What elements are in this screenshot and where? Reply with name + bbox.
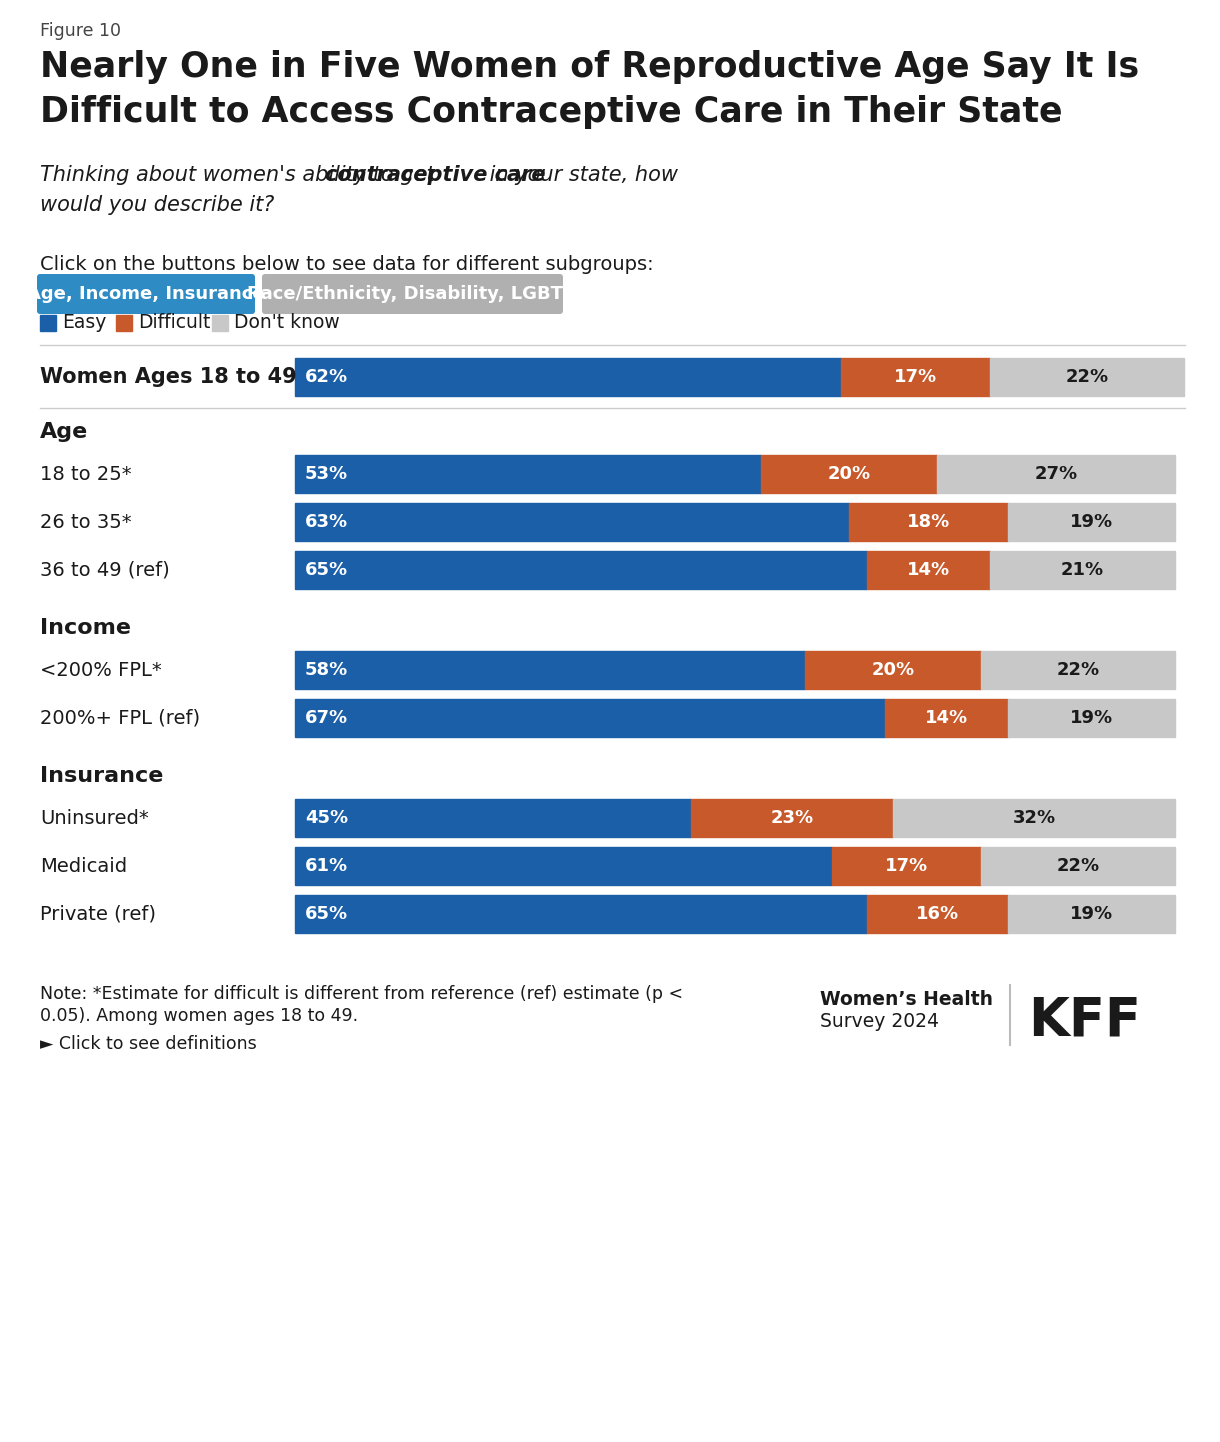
Text: Uninsured*: Uninsured*	[40, 809, 149, 828]
Bar	[295, 699, 884, 737]
FancyBboxPatch shape	[262, 274, 562, 314]
Text: 62%: 62%	[305, 368, 348, 386]
Bar	[841, 358, 991, 397]
Bar	[295, 456, 761, 493]
Text: Click on the buttons below to see data for different subgroups:: Click on the buttons below to see data f…	[40, 255, 654, 274]
Text: 22%: 22%	[1065, 368, 1109, 386]
Bar	[981, 650, 1175, 689]
Text: 63%: 63%	[305, 513, 348, 531]
Text: KFF: KFF	[1028, 995, 1141, 1047]
Bar	[295, 846, 832, 885]
Bar	[212, 314, 228, 332]
Bar	[295, 551, 867, 588]
Text: Difficult: Difficult	[138, 313, 210, 333]
Text: 65%: 65%	[305, 906, 348, 923]
Text: 53%: 53%	[305, 464, 348, 483]
Text: Income: Income	[40, 619, 131, 637]
Text: 16%: 16%	[916, 906, 959, 923]
Bar	[832, 846, 981, 885]
Bar	[805, 650, 981, 689]
Text: 67%: 67%	[305, 709, 348, 727]
Text: 19%: 19%	[1070, 906, 1113, 923]
Text: <200% FPL*: <200% FPL*	[40, 660, 162, 679]
Text: 36 to 49 (ref): 36 to 49 (ref)	[40, 561, 170, 580]
Text: 22%: 22%	[1057, 857, 1099, 875]
Text: Race/Ethnicity, Disability, LGBT+: Race/Ethnicity, Disability, LGBT+	[246, 286, 578, 303]
Text: 26 to 35*: 26 to 35*	[40, 512, 132, 532]
Bar	[867, 895, 1008, 933]
Text: Difficult to Access Contraceptive Care in Their State: Difficult to Access Contraceptive Care i…	[40, 95, 1063, 128]
Text: 61%: 61%	[305, 857, 348, 875]
Text: 14%: 14%	[906, 561, 950, 580]
Text: ► Click to see definitions: ► Click to see definitions	[40, 1035, 256, 1053]
Bar	[295, 650, 805, 689]
Text: 23%: 23%	[771, 809, 814, 828]
Text: 45%: 45%	[305, 809, 348, 828]
Bar	[981, 846, 1175, 885]
Text: 22%: 22%	[1057, 660, 1099, 679]
Text: Age: Age	[40, 423, 88, 443]
Bar	[991, 358, 1183, 397]
Text: 32%: 32%	[1013, 809, 1055, 828]
Text: Easy: Easy	[62, 313, 106, 333]
Bar	[295, 503, 849, 541]
Bar	[867, 551, 991, 588]
Text: 18 to 25*: 18 to 25*	[40, 464, 132, 483]
Text: 19%: 19%	[1070, 709, 1113, 727]
Text: Women’s Health: Women’s Health	[820, 991, 993, 1009]
Bar	[295, 358, 841, 397]
Bar	[761, 456, 937, 493]
Text: Insurance: Insurance	[40, 766, 163, 786]
Text: contraceptive care: contraceptive care	[325, 164, 545, 185]
Text: 27%: 27%	[1035, 464, 1077, 483]
Text: Thinking about women's ability to get: Thinking about women's ability to get	[40, 164, 442, 185]
Bar	[40, 314, 56, 332]
Text: Figure 10: Figure 10	[40, 22, 121, 40]
Bar	[1008, 895, 1175, 933]
Text: 20%: 20%	[872, 660, 915, 679]
Text: 18%: 18%	[906, 513, 950, 531]
Text: Survey 2024: Survey 2024	[820, 1012, 939, 1031]
Bar	[1008, 699, 1175, 737]
Text: Note: *Estimate for difficult is different from reference (ref) estimate (p <: Note: *Estimate for difficult is differe…	[40, 985, 683, 1004]
Bar	[849, 503, 1008, 541]
Text: 14%: 14%	[925, 709, 967, 727]
Text: 200%+ FPL (ref): 200%+ FPL (ref)	[40, 708, 200, 728]
Bar	[991, 551, 1175, 588]
Text: 20%: 20%	[828, 464, 871, 483]
Text: Age, Income, Insurance: Age, Income, Insurance	[27, 286, 265, 303]
Text: 58%: 58%	[305, 660, 348, 679]
Bar	[116, 314, 132, 332]
Text: would you describe it?: would you describe it?	[40, 195, 274, 215]
FancyBboxPatch shape	[37, 274, 255, 314]
Bar	[691, 799, 893, 836]
Text: Nearly One in Five Women of Reproductive Age Say It Is: Nearly One in Five Women of Reproductive…	[40, 50, 1139, 84]
Text: Private (ref): Private (ref)	[40, 904, 156, 923]
Text: 65%: 65%	[305, 561, 348, 580]
Bar	[937, 456, 1175, 493]
Bar	[1008, 503, 1175, 541]
Bar	[893, 799, 1175, 836]
Text: 0.05). Among women ages 18 to 49.: 0.05). Among women ages 18 to 49.	[40, 1007, 359, 1025]
Text: Medicaid: Medicaid	[40, 857, 127, 875]
Bar	[295, 799, 691, 836]
Text: 21%: 21%	[1061, 561, 1104, 580]
Text: Women Ages 18 to 49: Women Ages 18 to 49	[40, 368, 296, 386]
Text: Don't know: Don't know	[234, 313, 339, 333]
Text: in your state, how: in your state, how	[483, 164, 678, 185]
Bar	[884, 699, 1008, 737]
Bar	[295, 895, 867, 933]
Text: 17%: 17%	[884, 857, 928, 875]
Text: 19%: 19%	[1070, 513, 1113, 531]
Text: 17%: 17%	[894, 368, 937, 386]
